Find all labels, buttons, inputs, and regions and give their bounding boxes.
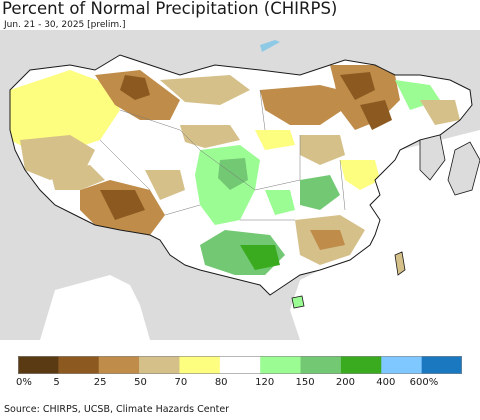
legend-swatch <box>139 356 180 374</box>
legend-labels: 0% 5 25 50 70 80 120 150 200 400 600% <box>0 377 480 391</box>
precipitation-fields <box>10 65 460 275</box>
legend-label: 150 <box>295 377 315 388</box>
taiwan <box>394 251 406 276</box>
legend-label: 70 <box>174 377 188 388</box>
korean-peninsula <box>419 134 446 181</box>
legend-label: 25 <box>93 377 107 388</box>
legend-swatch <box>179 356 221 374</box>
map-title: Percent of Normal Precipitation (CHIRPS) <box>2 0 338 18</box>
legend-swatch <box>300 356 342 374</box>
map-canvas <box>9 40 480 340</box>
source-credit: Source: CHIRPS, UCSB, Climate Hazards Ce… <box>4 404 230 415</box>
precipitation-map <box>0 30 480 340</box>
map-subtitle: Jun. 21 - 30, 2025 [prelim.] <box>4 20 126 30</box>
legend-label: 5 <box>53 377 60 388</box>
legend-swatch <box>18 356 59 374</box>
legend-label: 600% <box>409 377 439 388</box>
hainan <box>291 295 305 309</box>
legend-label: 50 <box>134 377 147 388</box>
legend-swatch <box>219 356 261 374</box>
province-boundaries <box>99 89 346 221</box>
legend-colorbar <box>18 356 462 374</box>
legend-label: 200 <box>335 377 355 388</box>
legend-swatch <box>381 356 422 374</box>
legend-swatch <box>421 356 462 374</box>
legend-swatch <box>58 356 100 374</box>
japan <box>447 141 480 196</box>
ocean-east <box>290 130 480 340</box>
bay-of-bengal <box>40 275 150 340</box>
legend-label: 400 <box>376 377 396 388</box>
legend-label: 80 <box>214 377 228 388</box>
legend-swatch <box>260 356 301 374</box>
legend-swatch <box>98 356 140 374</box>
legend-label: 120 <box>255 377 275 388</box>
legend-label: 0% <box>16 377 32 388</box>
legend-swatch <box>340 356 382 374</box>
lake-baikal <box>260 40 280 52</box>
legend-outline <box>18 356 462 374</box>
